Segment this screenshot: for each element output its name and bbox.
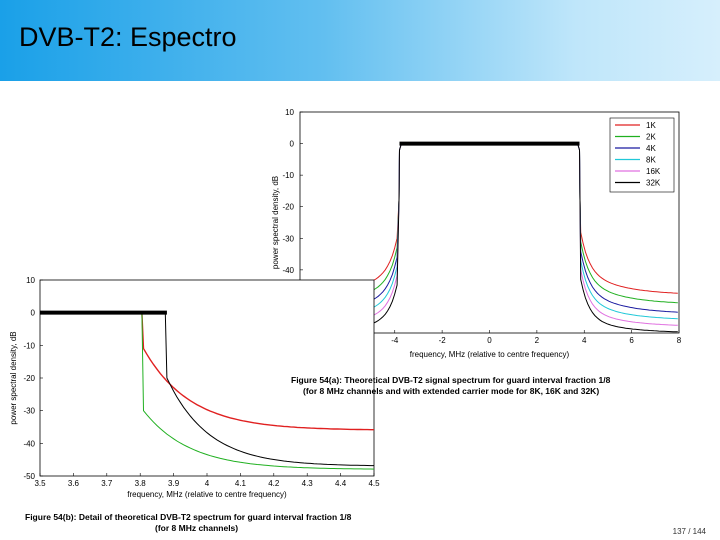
legend-label-54a-4k: 4K [646,144,656,153]
y-tick-label-54b: -40 [23,439,35,448]
y-tick-label-54b: -30 [23,407,35,416]
series-line-54b-1k [40,312,374,431]
x-tick-label-54b: 4.1 [235,479,247,488]
y-tick-label-54b: -20 [23,374,35,383]
x-tick-label-54b: 4.2 [268,479,280,488]
x-tick-label-54b: 3.6 [68,479,80,488]
y-tick-label-54a: -20 [282,203,294,212]
x-axis-label-54b: frequency, MHz (relative to centre frequ… [127,490,287,499]
x-tick-label-54b: 3.5 [34,479,46,488]
legend-label-54a-32k: 32K [646,179,661,188]
series-line-54b-2k [40,312,375,470]
caption-54a-line2: (for 8 MHz channels and with extended ca… [303,386,600,396]
y-tick-label-54a: -10 [282,171,294,180]
x-tick-label-54a: 6 [629,336,634,345]
legend-label-54a-8k: 8K [646,156,656,165]
title-bar [0,0,720,81]
x-tick-label-54a: 4 [582,336,587,345]
y-tick-label-54b: -50 [23,472,35,481]
x-tick-label-54b: 3.9 [168,479,180,488]
x-tick-label-54b: 4 [205,479,210,488]
x-tick-label-54a: -2 [439,336,447,345]
y-tick-label-54a: 0 [290,140,295,149]
x-tick-label-54a: 2 [535,336,540,345]
x-tick-label-54b: 4.5 [368,479,380,488]
x-tick-label-54a: 0 [487,336,492,345]
x-tick-label-54b: 4.3 [302,479,314,488]
y-tick-label-54a: -40 [282,266,294,275]
legend-label-54a-2k: 2K [646,133,656,142]
slide-title: DVB-T2: Espectro [19,22,237,52]
y-axis-label-54a: power spectral density, dB [271,176,280,269]
x-axis-label-54a: frequency, MHz (relative to centre frequ… [410,350,570,359]
y-tick-label-54a: -30 [282,234,294,243]
series-line-54b-32k [40,312,374,467]
x-tick-label-54b: 3.8 [135,479,147,488]
x-tick-label-54b: 4.4 [335,479,347,488]
caption-54a-line1: Figure 54(a): Theoretical DVB-T2 signal … [291,375,611,385]
legend-box-54a [609,117,675,193]
y-tick-label-54a: 10 [285,108,294,117]
slide-number: 137 / 144 [672,527,706,536]
caption-54b-line1: Figure 54(b): Detail of theoretical DVB-… [25,512,352,522]
y-tick-label-54b: -10 [23,341,35,350]
caption-54b-line2: (for 8 MHz channels) [155,523,239,533]
x-tick-label-54b: 3.7 [101,479,113,488]
y-axis-label-54b: power spectral density, dB [9,331,18,424]
y-tick-label-54b: 10 [26,276,35,285]
legend-label-54a-1k: 1K [646,121,656,130]
x-tick-label-54a: -4 [391,336,399,345]
x-tick-label-54a: 8 [677,336,682,345]
legend-label-54a-16k: 16K [646,167,661,176]
y-tick-label-54b: 0 [31,309,36,318]
